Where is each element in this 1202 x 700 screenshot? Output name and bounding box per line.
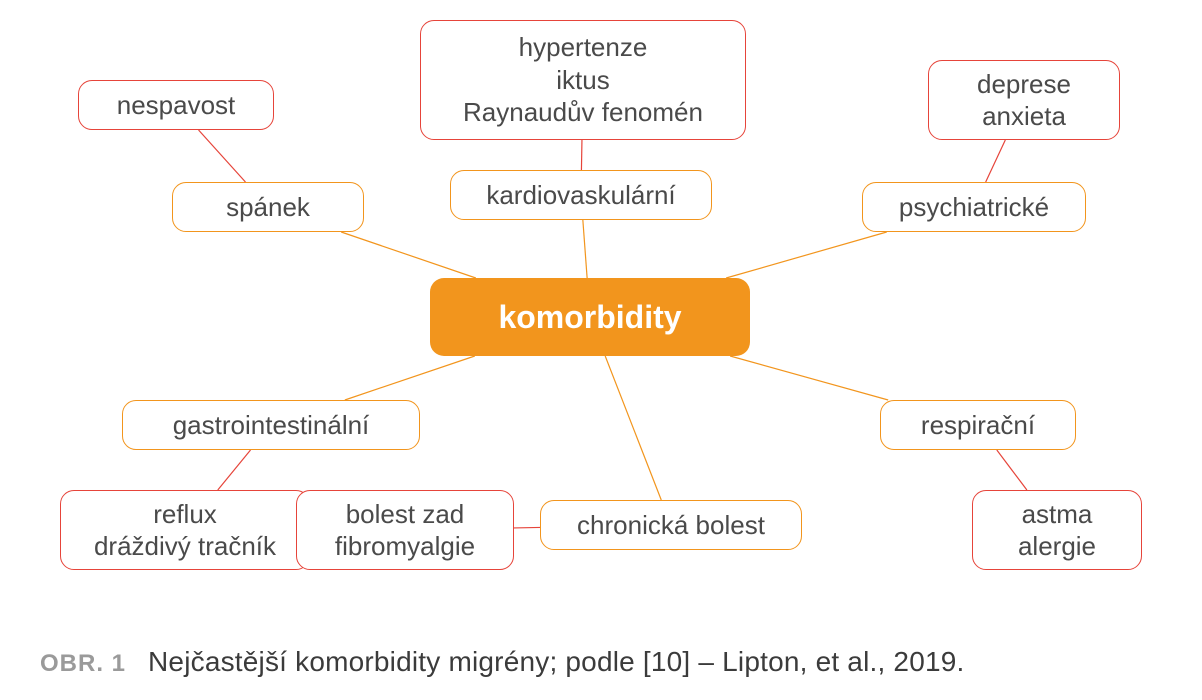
node-label: astma alergie	[1018, 498, 1096, 563]
node-label: gastrointestinální	[173, 409, 370, 442]
node-center: komorbidity	[430, 278, 750, 356]
edge	[583, 220, 587, 278]
node-cardio: kardiovaskulární	[450, 170, 712, 220]
diagram-canvas: komorbidity kardiovaskulární hypertenze ik…	[0, 0, 1202, 620]
node-sleep_leaf: nespavost	[78, 80, 274, 130]
node-label: kardiovaskulární	[486, 179, 675, 212]
node-label: respirační	[921, 409, 1035, 442]
edge	[605, 356, 661, 500]
node-label: psychiatrické	[899, 191, 1049, 224]
node-psych: psychiatrické	[862, 182, 1086, 232]
edge	[726, 232, 887, 278]
node-pain_leaf: bolest zad fibromyalgie	[296, 490, 514, 570]
node-psych_leaf: deprese anxieta	[928, 60, 1120, 140]
node-cardio_leaf: hypertenze iktus Raynaudův fenomén	[420, 20, 746, 140]
edge	[730, 356, 888, 400]
edge	[218, 450, 251, 490]
node-gi: gastrointestinální	[122, 400, 420, 450]
edge	[997, 450, 1027, 490]
node-gi_leaf: reflux dráždivý tračník	[60, 490, 310, 570]
node-label: bolest zad fibromyalgie	[335, 498, 475, 563]
node-label: deprese anxieta	[977, 68, 1071, 133]
edge	[581, 140, 582, 170]
node-label: hypertenze iktus Raynaudův fenomén	[463, 31, 703, 129]
node-sleep: spánek	[172, 182, 364, 232]
caption-text: Nejčastější komorbidity migrény; podle […	[148, 646, 965, 677]
edge	[345, 356, 475, 400]
node-label: spánek	[226, 191, 310, 224]
node-label: chronická bolest	[577, 509, 765, 542]
node-label: reflux dráždivý tračník	[94, 498, 276, 563]
node-label: nespavost	[117, 89, 236, 122]
figure-caption: OBR. 1 Nejčastější komorbidity migrény; …	[40, 646, 965, 678]
node-label: komorbidity	[498, 297, 681, 337]
caption-label: OBR. 1	[40, 650, 126, 677]
node-pain: chronická bolest	[540, 500, 802, 550]
edge	[341, 232, 476, 278]
edge	[986, 140, 1006, 182]
node-resp_leaf: astma alergie	[972, 490, 1142, 570]
edge	[199, 130, 246, 182]
node-resp: respirační	[880, 400, 1076, 450]
